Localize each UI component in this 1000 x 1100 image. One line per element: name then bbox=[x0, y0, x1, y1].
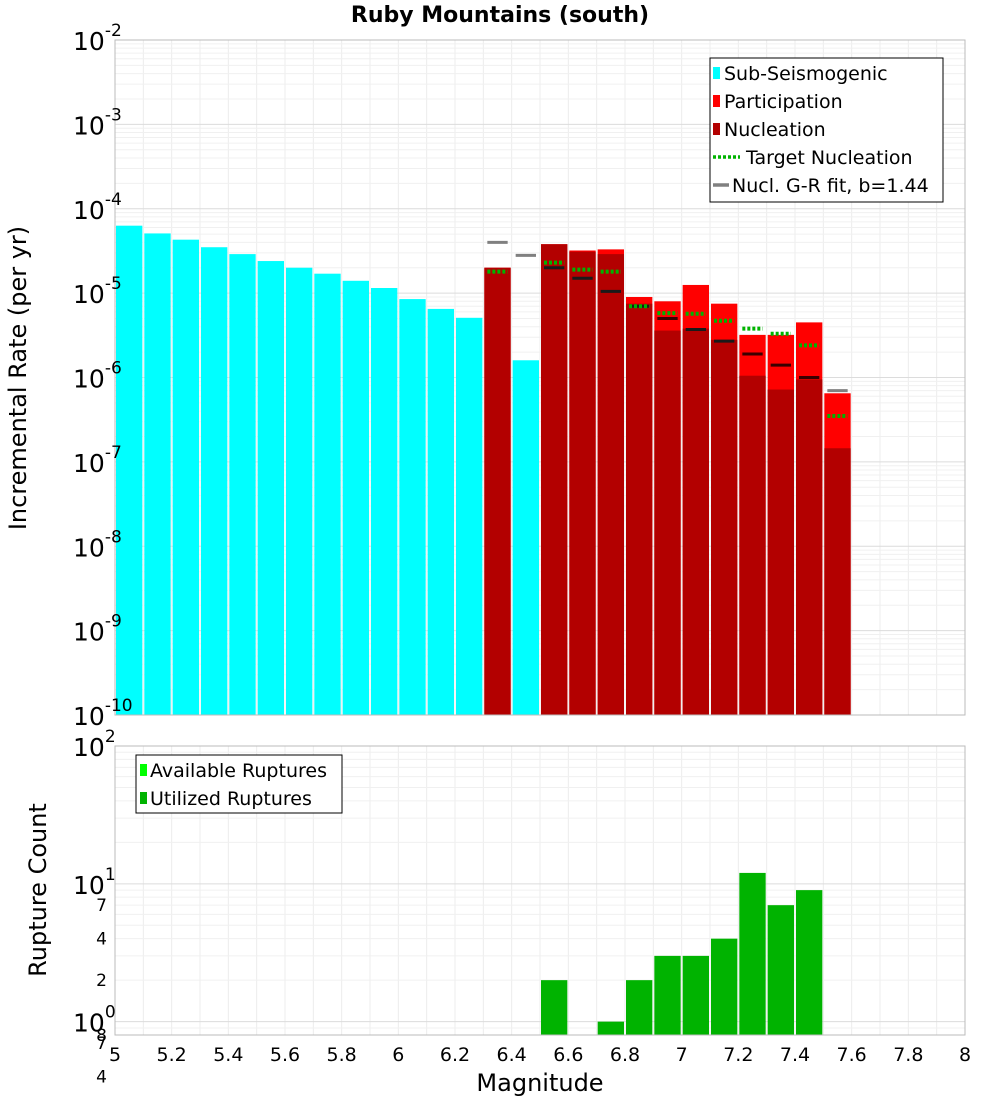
utilized-ruptures-bar bbox=[767, 905, 794, 1035]
rate-plot-frame bbox=[114, 39, 966, 716]
x-tick-label: 7.8 bbox=[893, 1044, 923, 1066]
legend-swatch-nucleation bbox=[713, 123, 720, 135]
count-y-tick-label: 101 bbox=[73, 865, 116, 900]
legend-label-nucleation: Nucleation bbox=[724, 119, 826, 141]
x-tick-label: 6.2 bbox=[440, 1044, 470, 1066]
utilized-ruptures-bar bbox=[796, 890, 823, 1035]
sub-seismogenic-bar bbox=[116, 225, 143, 715]
x-tick-label: 5 bbox=[109, 1044, 121, 1066]
count-y-minor-tick-label: 2 bbox=[96, 971, 107, 991]
x-axis-label: Magnitude bbox=[476, 1069, 603, 1097]
nucleation-bar bbox=[711, 339, 738, 715]
rate-panel: Ruby Mountains (south) 10-210-310-410-51… bbox=[4, 3, 966, 731]
count-bars bbox=[541, 872, 823, 1035]
rate-y-tick-label: 10-5 bbox=[73, 274, 122, 309]
count-panel: 1027421017421008 55.25.45.65.866.26.46.6… bbox=[24, 727, 971, 1097]
legend-label-target-nucleation: Target Nucleation bbox=[745, 147, 913, 169]
sub-seismogenic-bar bbox=[286, 267, 313, 715]
utilized-ruptures-bar bbox=[626, 980, 653, 1035]
sub-seismogenic-bar bbox=[229, 254, 256, 715]
utilized-ruptures-bar bbox=[597, 1021, 624, 1035]
count-y-minor-tick-label: 7 bbox=[96, 1034, 107, 1054]
x-tick-label: 7 bbox=[676, 1044, 688, 1066]
chart-title: Ruby Mountains (south) bbox=[351, 3, 649, 28]
count-y-minor-tick-label: 7 bbox=[96, 896, 107, 916]
rate-y-tick-label: 10-9 bbox=[73, 612, 122, 647]
x-tick-label: 5.6 bbox=[270, 1044, 300, 1066]
nucleation-bar bbox=[654, 330, 681, 715]
rate-y-tick-label: 10-10 bbox=[73, 696, 133, 731]
sub-seismogenic-bar bbox=[201, 247, 228, 716]
legend-swatch-utilized-ruptures bbox=[140, 792, 147, 804]
nucleation-bar bbox=[569, 251, 596, 715]
nucleation-bar bbox=[484, 267, 511, 715]
count-y-tick-label: 100 bbox=[73, 1003, 116, 1038]
x-tick-label: 7.2 bbox=[723, 1044, 753, 1066]
rate-legend-box bbox=[709, 57, 944, 203]
utilized-ruptures-bar bbox=[654, 955, 681, 1035]
nucleation-bar bbox=[824, 448, 851, 715]
nucleation-bar bbox=[682, 328, 709, 715]
count-plot-frame bbox=[114, 745, 966, 1036]
count-legend: Available Ruptures Utilized Ruptures bbox=[135, 754, 343, 814]
legend-label-sub-seismogenic: Sub-Seismogenic bbox=[724, 63, 888, 85]
legend-label-utilized-ruptures: Utilized Ruptures bbox=[150, 788, 312, 810]
nucleation-bar bbox=[626, 303, 653, 715]
rate-legend: Sub-Seismogenic Participation Nucleation… bbox=[709, 57, 944, 203]
count-y-minor-tick-label: 4 bbox=[96, 1067, 107, 1087]
rate-y-tick-label: 10-6 bbox=[73, 359, 122, 394]
nucleation-bar bbox=[796, 379, 823, 715]
rate-y-tick-label: 10-2 bbox=[73, 21, 122, 56]
legend-swatch-available-ruptures bbox=[140, 764, 147, 776]
rate-y-axis-label: Incremental Rate (per yr) bbox=[4, 226, 32, 530]
legend-swatch-participation bbox=[713, 95, 720, 107]
x-tick-label: 5.2 bbox=[157, 1044, 187, 1066]
legend-label-gr-fit: Nucl. G-R fit, b=1.44 bbox=[732, 175, 929, 197]
count-y-axis-label: Rupture Count bbox=[24, 803, 52, 977]
count-y-minor-tick-label: 8 bbox=[96, 1026, 107, 1046]
legend-label-available-ruptures: Available Ruptures bbox=[150, 760, 327, 782]
nucleation-bar bbox=[739, 375, 766, 715]
nucleation-bar bbox=[767, 389, 794, 715]
utilized-ruptures-bar bbox=[541, 980, 568, 1035]
sub-seismogenic-bar bbox=[371, 288, 398, 715]
x-tick-label: 6.4 bbox=[497, 1044, 527, 1066]
x-tick-label: 6.8 bbox=[610, 1044, 640, 1066]
sub-seismogenic-bar bbox=[399, 299, 426, 715]
rate-y-tick-label: 10-3 bbox=[73, 105, 122, 140]
sub-seismogenic-bar bbox=[512, 360, 539, 715]
sub-seismogenic-bar bbox=[427, 308, 454, 715]
rate-y-ticks: 10-2 10-3 10-4 10-5 10-6 10-7 10-8 10-9 10-10 bbox=[73, 21, 133, 731]
nucleation-bar bbox=[597, 254, 624, 715]
sub-seismogenic-bar bbox=[456, 317, 483, 715]
magnitude-x-ticks: 5 5.2 5.4 5.6 5.8 6 6.2 6.4 6.6 6.8 7 7.2 7.4 7.6 7.8 8 bbox=[109, 1044, 971, 1066]
count-y-tick-label: 102 bbox=[73, 727, 116, 762]
x-tick-label: 5.8 bbox=[327, 1044, 357, 1066]
sub-seismogenic-bar bbox=[342, 280, 369, 715]
utilized-ruptures-bar bbox=[682, 955, 709, 1035]
legend-label-participation: Participation bbox=[724, 91, 843, 113]
rate-bars bbox=[116, 225, 851, 716]
rate-y-tick-label: 10-4 bbox=[73, 190, 122, 225]
sub-seismogenic-bar bbox=[314, 273, 341, 715]
count-y-ticks: 1027421017421008 bbox=[73, 727, 116, 1087]
x-tick-label: 8 bbox=[959, 1044, 971, 1066]
sub-seismogenic-bar bbox=[172, 239, 199, 716]
count-y-minor-tick-label: 4 bbox=[96, 930, 107, 950]
legend-swatch-sub-seismogenic bbox=[713, 67, 720, 79]
nucleation-bar bbox=[541, 244, 568, 716]
x-tick-label: 7.4 bbox=[780, 1044, 810, 1066]
utilized-ruptures-bar bbox=[739, 872, 766, 1035]
x-tick-label: 7.6 bbox=[837, 1044, 867, 1066]
rate-y-tick-label: 10-8 bbox=[73, 527, 122, 562]
x-tick-label: 6 bbox=[392, 1044, 404, 1066]
sub-seismogenic-bar bbox=[257, 261, 284, 715]
sub-seismogenic-bar bbox=[144, 233, 171, 715]
rate-y-tick-label: 10-7 bbox=[73, 443, 122, 478]
x-tick-label: 5.4 bbox=[213, 1044, 243, 1066]
utilized-ruptures-bar bbox=[711, 938, 738, 1035]
x-tick-label: 6.6 bbox=[553, 1044, 583, 1066]
count-legend-box bbox=[135, 754, 343, 814]
